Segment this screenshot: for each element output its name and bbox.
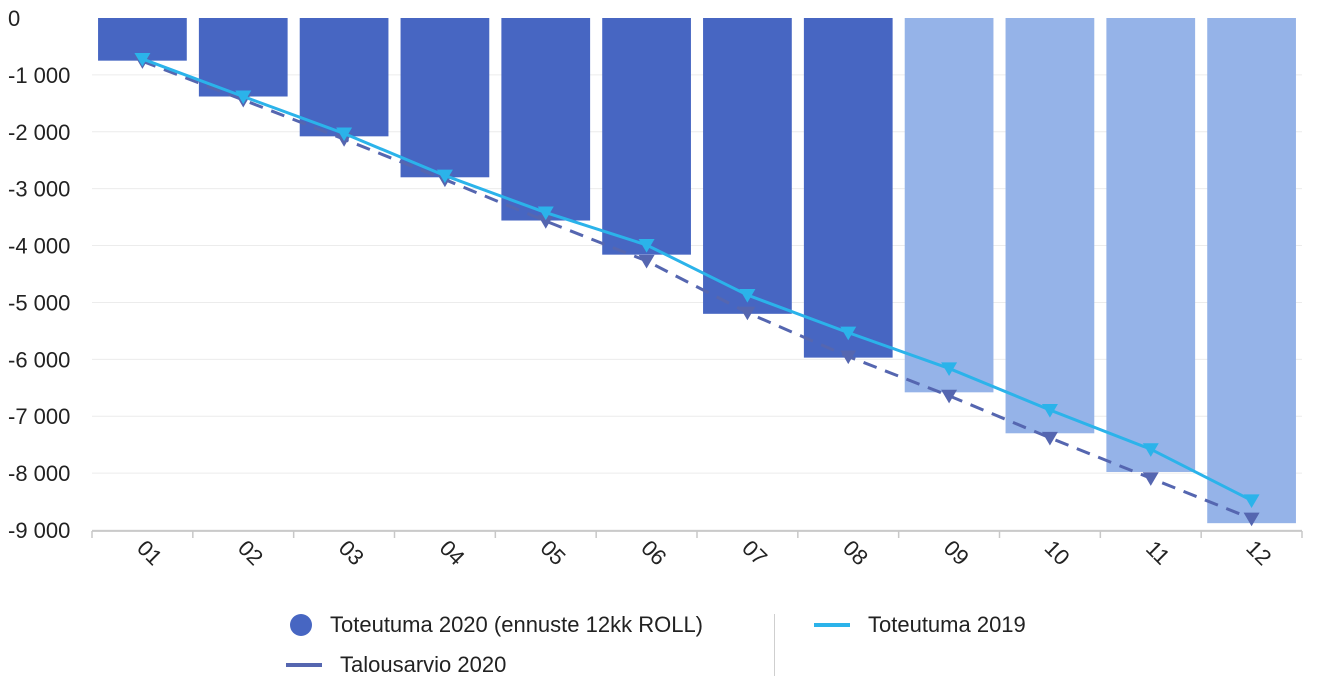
series-marker (638, 254, 655, 269)
x-tick-label: 11 (1141, 536, 1175, 570)
x-axis: 01 02 03 04 05 06 07 08 09 10 11 12 (91, 530, 1303, 570)
y-tick-label: 0 (8, 6, 20, 31)
bar-03 (299, 18, 389, 137)
bar-08 (803, 18, 893, 358)
x-tick-label: 07 (737, 535, 772, 570)
gridlines (92, 74, 1302, 531)
series-marker (537, 206, 554, 221)
series-marker (1041, 403, 1058, 418)
y-tick-label: -8 000 (8, 461, 70, 486)
series-line-talousarvio-2020 (141, 59, 1253, 521)
legend-item-talousarvio-2020[interactable]: Talousarvio 2020 (286, 652, 506, 678)
chart: 0 -1 000 -2 000 -3 000 -4 000 -5 000 -6 000 -7 … (8, 6, 1303, 570)
series-marker (436, 169, 453, 184)
series-marker (739, 289, 756, 303)
series-marker (638, 238, 655, 253)
bar-12 (1207, 18, 1296, 524)
series-marker (235, 90, 252, 105)
bar-09 (904, 18, 994, 393)
bar-04 (400, 18, 490, 178)
legend: Toteutuma 2020 (ennuste 12kk ROLL) Toteu… (286, 612, 1090, 682)
x-tick-label: 04 (435, 535, 470, 570)
bar-02 (198, 18, 288, 97)
bar-06 (602, 18, 691, 255)
legend-dash-icon (286, 663, 322, 667)
legend-item-toteutuma-2020[interactable]: Toteutuma 2020 (ennuste 12kk ROLL) (290, 612, 703, 638)
series-marker (336, 127, 353, 142)
y-axis: 0 -1 000 -2 000 -3 000 -4 000 -5 000 -6 000 -7 … (8, 6, 70, 543)
series-marker (134, 52, 151, 67)
series-marker (537, 215, 554, 229)
x-tick-label: 12 (1241, 535, 1276, 570)
legend-divider (774, 614, 775, 676)
x-tick-label: 02 (233, 535, 268, 570)
bar-07 (703, 18, 792, 314)
legend-label: Toteutuma 2020 (ennuste 12kk ROLL) (330, 612, 704, 637)
x-tick-label: 09 (939, 535, 974, 570)
bar-11 (1106, 18, 1196, 472)
series-marker (1041, 431, 1058, 446)
x-tick-label: 10 (1040, 535, 1075, 570)
y-tick-label: -1 000 (8, 63, 70, 88)
x-tick-label: 05 (536, 535, 571, 570)
legend-label: Toteutuma 2019 (868, 612, 1026, 637)
series-marker (1142, 472, 1159, 486)
line-series (134, 52, 1260, 527)
series-marker (739, 306, 756, 321)
series-marker (1142, 443, 1159, 457)
series-marker (840, 350, 857, 365)
x-tick-label: 01 (132, 535, 167, 570)
y-tick-label: -2 000 (8, 120, 70, 145)
x-tick-label: 08 (838, 535, 873, 570)
y-tick-label: -5 000 (8, 290, 70, 315)
series-marker (840, 326, 857, 341)
y-tick-label: -6 000 (8, 347, 70, 372)
y-tick-label: -4 000 (8, 234, 70, 259)
legend-dot-icon (290, 614, 312, 636)
series-line-toteutuma-2019 (141, 57, 1253, 502)
bar-10 (1005, 18, 1095, 434)
x-tick-label: 06 (636, 535, 671, 570)
bar-05 (501, 18, 591, 221)
series-marker (941, 362, 958, 377)
legend-item-toteutuma-2019[interactable]: Toteutuma 2019 (814, 612, 1026, 638)
series-marker (1243, 512, 1260, 527)
y-tick-label: -3 000 (8, 177, 70, 202)
series-marker (1243, 494, 1260, 509)
series-marker (941, 389, 958, 404)
legend-line-icon (814, 623, 850, 627)
y-tick-label: -7 000 (8, 404, 70, 429)
bar-series (98, 18, 1296, 524)
x-tick-label: 03 (334, 535, 369, 570)
legend-label: Talousarvio 2020 (340, 652, 507, 677)
y-tick-label: -9 000 (8, 518, 70, 543)
